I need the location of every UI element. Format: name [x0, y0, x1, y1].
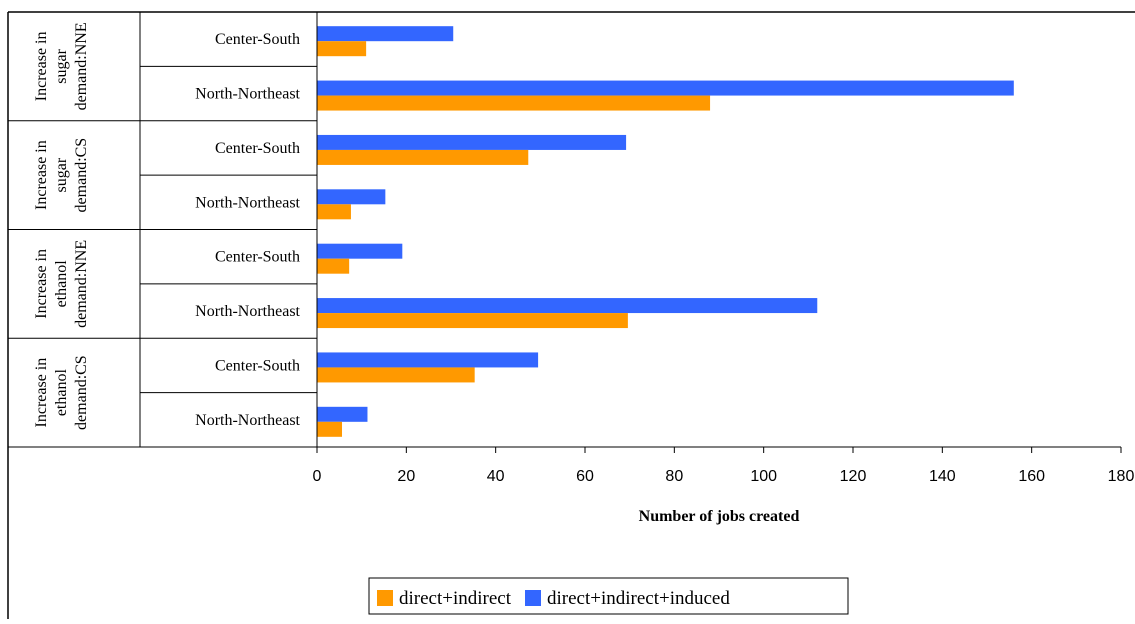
x-axis-title: Number of jobs created	[639, 508, 800, 525]
category-label: North-Northeast	[195, 194, 300, 211]
x-tick-label: 180	[1108, 468, 1135, 485]
x-tick-label: 0	[313, 468, 322, 485]
bar-direct-indirect-2	[317, 149, 529, 165]
legend-box	[368, 577, 849, 615]
legend-label: direct+indirect	[399, 588, 512, 609]
bar-direct-indirect-induced-3	[317, 189, 386, 205]
category-label: North-Northeast	[195, 86, 300, 103]
bar-direct-indirect-induced-5	[317, 298, 818, 314]
x-tick-label: 20	[397, 468, 415, 485]
bar-direct-indirect-6	[317, 367, 475, 383]
category-label: Center-South	[215, 357, 300, 374]
group-label-line: ethanol	[53, 369, 70, 417]
bar-direct-indirect-5	[317, 313, 628, 329]
category-label: North-Northeast	[195, 303, 300, 320]
category-label: Center-South	[215, 249, 300, 266]
group-label-line: ethanol	[53, 260, 70, 308]
x-tick-label: 120	[840, 468, 867, 485]
category-label: Center-South	[215, 31, 300, 48]
group-label-line: Increase in	[33, 358, 50, 428]
group-label-line: demand:CS	[73, 355, 90, 430]
bar-direct-indirect-4	[317, 258, 350, 274]
group-label-line: Increase in	[33, 249, 50, 319]
legend-swatch	[377, 590, 393, 606]
group-label: Increase in sugar demand:CS	[33, 138, 90, 213]
x-tick-label: 40	[487, 468, 505, 485]
category-label: Center-South	[215, 140, 300, 157]
bar-direct-indirect-1	[317, 95, 711, 111]
legend-label: direct+indirect+induced	[547, 588, 730, 609]
group-label-line: Increase in	[33, 32, 50, 102]
bar-direct-indirect-3	[317, 204, 351, 220]
legend-swatch	[525, 590, 541, 606]
group-label-line: sugar	[53, 48, 70, 83]
group-label-line: sugar	[53, 157, 70, 192]
bar-direct-indirect-induced-7	[317, 406, 368, 422]
x-tick-label: 140	[929, 468, 956, 485]
group-label-line: demand:NNE	[73, 240, 90, 328]
bar-direct-indirect-induced-0	[317, 26, 454, 42]
group-label: Increase in ethanol demand:NNE	[33, 240, 90, 328]
x-tick-label: 80	[665, 468, 683, 485]
category-label: North-Northeast	[195, 412, 300, 429]
x-tick-label: 60	[576, 468, 594, 485]
bar-direct-indirect-0	[317, 41, 367, 57]
x-tick-label: 100	[750, 468, 777, 485]
group-label-line: demand:CS	[73, 138, 90, 213]
x-tick-label: 160	[1018, 468, 1045, 485]
group-label-line: Increase in	[33, 140, 50, 210]
group-label: Increase in ethanol demand:CS	[33, 355, 90, 430]
bar-direct-indirect-7	[317, 421, 343, 437]
bar-direct-indirect-induced-6	[317, 352, 539, 368]
bar-direct-indirect-induced-1	[317, 80, 1014, 96]
group-label-line: demand:NNE	[73, 22, 90, 110]
bar-direct-indirect-induced-4	[317, 243, 403, 259]
group-label: Increase in sugar demand:NNE	[33, 22, 90, 110]
bar-direct-indirect-induced-2	[317, 134, 627, 150]
